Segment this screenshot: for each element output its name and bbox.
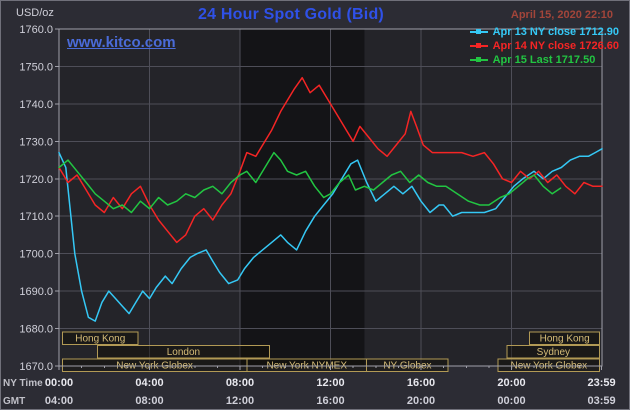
x-tick-label: 20:00 xyxy=(407,395,435,407)
chart-datetime: April 15, 2020 22:10 xyxy=(510,9,613,21)
x-axis-row-name: GMT xyxy=(3,396,25,407)
x-tick-label: 23:59 xyxy=(588,377,616,389)
y-tick-label: 1760.0 xyxy=(19,24,53,36)
series-marker-icon xyxy=(469,42,488,49)
x-tick-label: 16:00 xyxy=(316,395,344,407)
series-line-apr-15 xyxy=(58,151,562,214)
x-tick-label: 04:00 xyxy=(45,395,73,407)
session-label: Hong Kong xyxy=(540,334,590,345)
x-tick-label: 00:00 xyxy=(497,395,525,407)
x-axis-row-name: NY Time xyxy=(3,378,43,389)
y-tick-label: 1710.0 xyxy=(19,211,53,223)
page-title: 24 Hour Spot Gold (Bid) xyxy=(198,6,384,23)
y-tick-label: 1670.0 xyxy=(19,361,53,373)
series-dot-icon xyxy=(475,57,481,62)
x-tick-label: 16:00 xyxy=(407,377,435,389)
x-tick-label: 00:00 xyxy=(45,377,73,389)
legend-item-0: Apr 13 NY close 1712.90 xyxy=(469,25,619,38)
session-box xyxy=(529,331,601,345)
x-tick-label: 12:00 xyxy=(316,377,344,389)
session-box xyxy=(61,331,139,345)
x-tick-label: 08:00 xyxy=(226,377,254,389)
series-marker-icon xyxy=(469,28,488,35)
session-box xyxy=(497,358,601,372)
y-tick-label: 1680.0 xyxy=(19,324,53,336)
session-label: Sydney xyxy=(537,347,570,358)
x-tick-label: 12:00 xyxy=(226,395,254,407)
nymex-session-shading xyxy=(240,29,365,366)
session-box xyxy=(96,345,270,359)
legend: Apr 13 NY close 1712.90 Apr 14 NY close 1… xyxy=(469,25,619,66)
x-tick-label: 20:00 xyxy=(497,377,525,389)
series-line-apr-14 xyxy=(58,76,603,244)
legend-item-2: Apr 15 Last 1717.50 xyxy=(469,53,619,66)
legend-label: Apr 13 NY close 1712.90 xyxy=(492,25,619,38)
y-tick-label: 1730.0 xyxy=(19,136,53,148)
y-tick-label: 1690.0 xyxy=(19,286,53,298)
y-tick-label: 1700.0 xyxy=(19,249,53,261)
series-marker-icon xyxy=(469,56,488,63)
session-label: London xyxy=(167,347,200,358)
series-dot-icon xyxy=(475,43,481,48)
y-tick-label: 1750.0 xyxy=(19,61,53,73)
x-tick-label: 08:00 xyxy=(135,395,163,407)
session-box xyxy=(506,345,601,359)
legend-label: Apr 15 Last 1717.50 xyxy=(492,53,596,66)
y-axis-units-label: USD/oz xyxy=(16,7,54,19)
y-tick-label: 1720.0 xyxy=(19,174,53,186)
session-box xyxy=(366,358,449,372)
legend-label: Apr 14 NY close 1726.60 xyxy=(492,39,619,52)
series-dot-icon xyxy=(475,29,481,34)
x-tick-label: 03:59 xyxy=(588,395,616,407)
y-tick-label: 1740.0 xyxy=(19,99,53,111)
kitco-watermark-link[interactable]: www.kitco.com xyxy=(67,34,176,51)
x-tick-label: 04:00 xyxy=(135,377,163,389)
legend-item-1: Apr 14 NY close 1726.60 xyxy=(469,39,619,52)
session-label: Hong Kong xyxy=(75,334,125,345)
